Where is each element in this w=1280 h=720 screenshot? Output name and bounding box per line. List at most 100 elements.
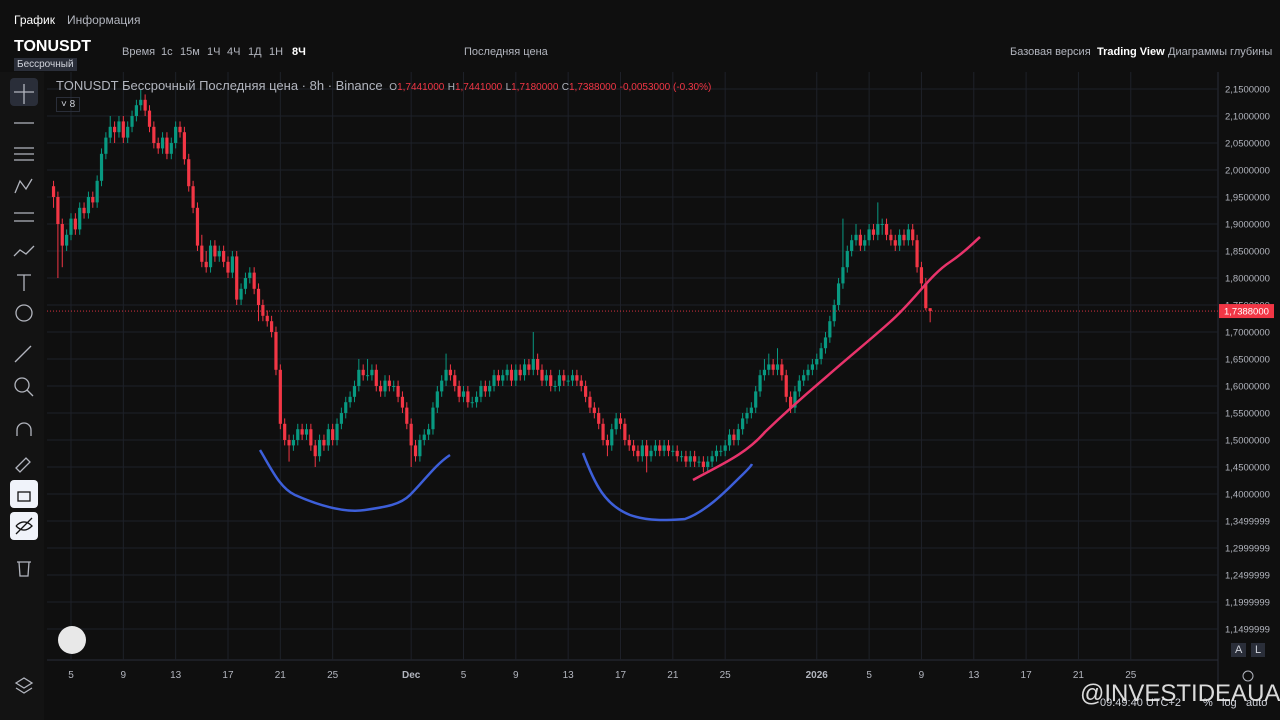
candle-body xyxy=(684,456,688,462)
toolbar-item[interactable]: Последняя цена xyxy=(464,46,548,58)
left-toolbar xyxy=(0,72,44,720)
candle-body xyxy=(117,121,121,133)
clock: 09:49:40 UTC+2 xyxy=(1100,697,1182,709)
toolbar-item[interactable]: 15м xyxy=(180,46,200,58)
candle-body xyxy=(440,380,444,392)
candle-body xyxy=(775,364,780,370)
toolbar-item[interactable]: 1Д xyxy=(248,46,262,58)
candle-body xyxy=(86,197,91,214)
toolbar-item[interactable]: 8Ч xyxy=(292,46,306,58)
drawing-curve xyxy=(692,236,981,482)
x-tick-label: 17 xyxy=(222,670,234,681)
candle-body xyxy=(121,121,125,138)
y-tick-label: 1,2499999 xyxy=(1225,571,1270,582)
x-tick-label: 21 xyxy=(275,670,287,681)
auto-button[interactable]: auto xyxy=(1246,697,1268,709)
candle-body xyxy=(666,445,671,451)
candle-body xyxy=(592,407,596,414)
candle-body xyxy=(78,207,82,230)
candle-body xyxy=(348,396,352,403)
log-button[interactable]: log xyxy=(1222,697,1237,709)
candle-body xyxy=(344,402,348,414)
candle-body xyxy=(65,234,69,246)
settings-icon[interactable] xyxy=(1242,670,1254,682)
toolbar-item[interactable]: 1с xyxy=(161,46,173,58)
candle-body xyxy=(283,423,287,441)
tool-icons[interactable] xyxy=(10,78,38,694)
scale-button[interactable]: A xyxy=(1231,643,1247,657)
drawing-curve xyxy=(258,449,451,512)
indicator-toggle[interactable]: ˅ 8 xyxy=(56,97,81,112)
candle-body xyxy=(771,364,775,370)
candle-body xyxy=(793,391,797,408)
candle-body xyxy=(819,348,823,360)
candle-body xyxy=(797,380,801,392)
candle-body xyxy=(863,240,867,246)
candle-body xyxy=(309,429,313,446)
candle-body xyxy=(553,386,557,388)
y-tick-label: 1,6000000 xyxy=(1225,382,1270,393)
candle-body xyxy=(470,402,474,404)
view-link[interactable]: Trading View xyxy=(1097,46,1165,58)
candle-body xyxy=(174,126,178,144)
candle-body xyxy=(396,386,400,397)
x-tick-label: 13 xyxy=(563,670,575,681)
candle-body xyxy=(126,126,130,138)
toolbar-item[interactable]: Время xyxy=(122,46,156,58)
candle-body xyxy=(828,321,832,338)
candle-body xyxy=(413,445,418,457)
candle-body xyxy=(889,234,893,241)
candle-body xyxy=(802,375,806,381)
toolbar-item[interactable]: 4Ч xyxy=(227,46,241,58)
candle-body xyxy=(736,429,740,441)
legend-label: L xyxy=(505,82,512,93)
candle-body xyxy=(867,229,871,241)
candle-body xyxy=(754,391,758,408)
view-link[interactable]: Диаграммы глубины xyxy=(1168,46,1273,58)
candle-body xyxy=(749,407,753,414)
percent-button[interactable]: % xyxy=(1203,697,1213,709)
x-tick-label: 9 xyxy=(121,670,127,681)
candle-body xyxy=(461,391,466,397)
candle-body xyxy=(435,391,439,408)
candle-body xyxy=(836,283,841,306)
candle-body xyxy=(719,450,723,452)
candle-body xyxy=(658,445,662,451)
toolbar-item[interactable]: 1Н xyxy=(269,46,284,58)
candle-body xyxy=(492,375,496,387)
legend-label: C xyxy=(561,82,569,93)
candle-body xyxy=(884,224,889,235)
toolbar-item[interactable]: 1Ч xyxy=(207,46,221,58)
candle-body xyxy=(56,197,60,225)
candle-body xyxy=(496,375,500,381)
view-link[interactable]: Базовая версия xyxy=(1010,46,1091,58)
candle-body xyxy=(252,272,256,289)
y-tick-label: 2,1500000 xyxy=(1225,85,1270,96)
candle-body xyxy=(365,375,370,377)
candle-body xyxy=(191,186,195,208)
x-tick-label: 13 xyxy=(170,670,182,681)
candle-body xyxy=(514,369,518,381)
candle-body xyxy=(614,418,618,430)
scale-button[interactable]: L xyxy=(1251,643,1266,657)
tv-logo[interactable] xyxy=(58,626,86,654)
candle-body xyxy=(549,375,553,387)
candle-body xyxy=(640,445,644,457)
candle-body xyxy=(815,359,819,365)
candle-body xyxy=(488,386,492,392)
candle-body xyxy=(919,267,924,284)
symbol[interactable]: TONUSDT xyxy=(14,38,92,55)
candle-body xyxy=(317,440,322,457)
candle-body xyxy=(610,429,614,446)
x-tick-label: 13 xyxy=(968,670,980,681)
tab[interactable]: Информация xyxy=(67,13,141,27)
candle-body xyxy=(261,305,265,316)
x-tick-label: 21 xyxy=(1073,670,1085,681)
candle-body xyxy=(466,391,470,403)
tab[interactable]: График xyxy=(14,13,55,27)
candle-body xyxy=(169,143,173,154)
candle-body xyxy=(693,456,697,462)
x-tick-label: 21 xyxy=(667,670,679,681)
